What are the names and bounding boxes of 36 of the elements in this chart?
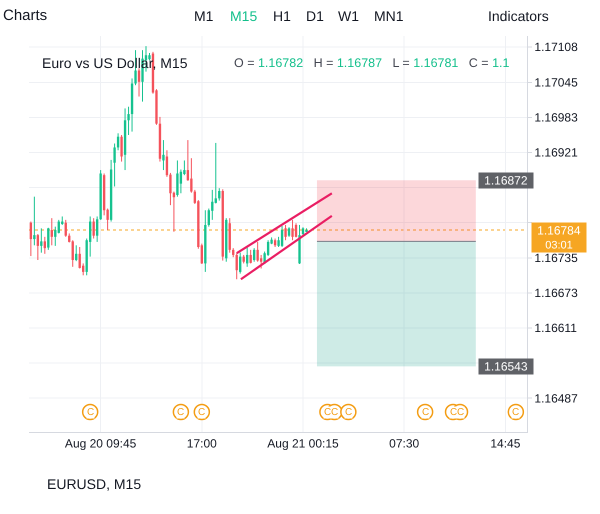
x-tick-label: Aug 20 09:45 <box>64 436 137 450</box>
y-tick-label: 1.16673 <box>534 286 578 300</box>
annotation: C <box>512 407 520 418</box>
annotation: C <box>87 407 94 418</box>
text: O = 1.16782 H = 1.16787 L = 1.16781 C = 1.1 <box>234 56 516 70</box>
text: MN1 <box>374 8 404 24</box>
x-tick-label: 14:45 <box>490 436 521 450</box>
text: H1 <box>273 8 292 24</box>
y-tick-label: 1.16487 <box>534 391 578 406</box>
text: W1 <box>338 8 360 24</box>
annotation: 1.16543 <box>484 360 528 374</box>
text: D1 <box>306 8 324 24</box>
text: M1 <box>194 8 214 24</box>
y-tick-label: 1.16983 <box>534 110 578 125</box>
annotation: C <box>457 407 464 418</box>
text: EURUSD, M15 <box>47 476 142 492</box>
x-tick-label: 07:30 <box>389 436 420 450</box>
x-tick-label: 17:00 <box>186 436 218 450</box>
annotation: C <box>198 407 206 418</box>
y-tick-label: 1.16921 <box>534 146 578 160</box>
annotation: C <box>177 407 184 418</box>
annotation: C <box>450 407 458 418</box>
x-tick-label: Aug 21 00:15 <box>267 436 340 450</box>
ref-line-label: 1.16784 03:01 <box>537 224 581 252</box>
annotation: C <box>345 407 352 418</box>
text: Indicators <box>488 8 549 24</box>
annotation: C <box>331 407 338 418</box>
annotation: 1.16872 <box>484 174 528 188</box>
y-tick-label: 1.16735 <box>534 250 578 265</box>
text: Charts <box>3 7 48 24</box>
y-tick-label: 1.16611 <box>534 321 578 336</box>
annotation: C <box>422 407 430 418</box>
y-tick-label: 1.17045 <box>534 76 578 90</box>
text: M15 <box>230 8 258 24</box>
y-tick-label: 1.17108 <box>534 40 578 54</box>
annotation: C <box>324 407 332 418</box>
